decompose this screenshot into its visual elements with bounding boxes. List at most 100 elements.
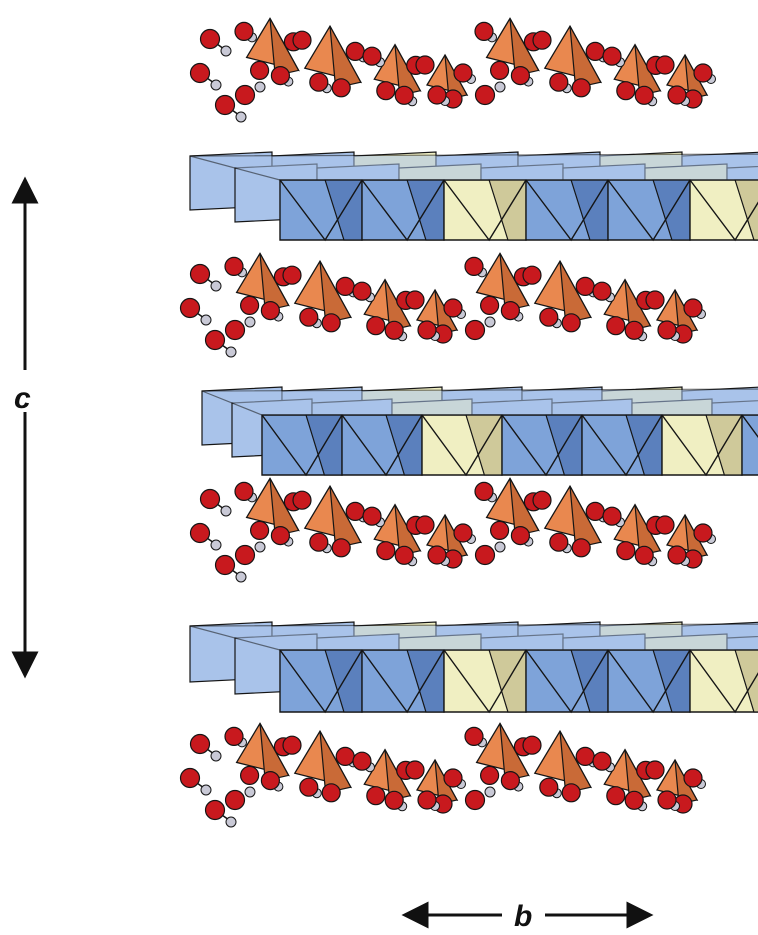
- oxygen-atom: [572, 539, 590, 557]
- oxygen-atom: [336, 277, 354, 295]
- hydrogen-atom: [201, 785, 211, 795]
- oxygen-atom: [501, 302, 519, 320]
- tetrahedron: [235, 478, 302, 546]
- oxygen-atom: [550, 533, 568, 551]
- water-tetrahedra-layer-3: [191, 478, 716, 582]
- oxygen-atom: [191, 64, 210, 83]
- oxygen-atom: [395, 86, 413, 104]
- oxygen-atom: [603, 507, 621, 525]
- hydrogen-atom: [485, 317, 495, 327]
- oxygen-atom: [668, 546, 686, 564]
- oxygen-atom: [646, 761, 664, 779]
- oxygen-atom: [607, 317, 625, 335]
- oxygen-atom: [501, 772, 519, 790]
- octahedral-layer-1: [190, 152, 758, 240]
- oxygen-atom: [562, 784, 580, 802]
- tetrahedron: [416, 55, 476, 108]
- oxygen-atom: [625, 791, 643, 809]
- blue-octahedron: [582, 415, 662, 475]
- oxygen-atom: [322, 784, 340, 802]
- blue-octahedron: [608, 180, 690, 240]
- oxygen-atom: [466, 791, 485, 810]
- oxygen-atom: [395, 546, 413, 564]
- blue-octahedron: [362, 650, 444, 712]
- oxygen-atom: [562, 314, 580, 332]
- tetrahedra-chain: [465, 723, 706, 813]
- tetrahedra-chain: [225, 723, 466, 813]
- tetrahedron: [475, 478, 542, 546]
- hydrogen-atom: [495, 82, 505, 92]
- tetrahedra-chain: [475, 478, 716, 568]
- hydrogen-atom: [245, 317, 255, 327]
- hydrogen-atom: [485, 787, 495, 797]
- oxygen-atom: [271, 67, 289, 85]
- tetrahedron: [656, 515, 716, 568]
- oxygen-atom: [533, 31, 551, 49]
- oxygen-atom: [444, 769, 462, 787]
- oxygen-atom: [572, 79, 590, 97]
- oxygen-atom: [346, 42, 364, 60]
- oxygen-atom: [625, 321, 643, 339]
- oxygen-atom: [261, 302, 279, 320]
- oxygen-atom: [586, 502, 604, 520]
- hydrogen-atom: [245, 787, 255, 797]
- oxygen-atom: [216, 96, 235, 115]
- tetrahedra-chain: [235, 18, 476, 108]
- oxygen-atom: [475, 482, 493, 500]
- water-tetrahedra-layer-4: [181, 723, 706, 827]
- tetrahedron: [603, 45, 665, 106]
- octahedral-layer-2: [202, 387, 758, 475]
- oxygen-atom: [216, 556, 235, 575]
- oxygen-atom: [225, 257, 243, 275]
- water-tetrahedra-layer-2: [181, 253, 706, 357]
- blue-octahedron: [280, 650, 362, 712]
- blue-octahedron: [742, 415, 758, 475]
- hydrogen-atom: [236, 572, 246, 582]
- oxygen-atom: [201, 30, 220, 49]
- oxygen-atom: [511, 67, 529, 85]
- tetrahedron: [225, 253, 292, 321]
- oxygen-atom: [416, 56, 434, 74]
- oxygen-atom: [603, 47, 621, 65]
- oxygen-atom: [523, 266, 541, 284]
- blue-octahedron: [608, 650, 690, 712]
- oxygen-atom: [576, 747, 594, 765]
- tetrahedron: [656, 55, 716, 108]
- oxygen-atom: [607, 787, 625, 805]
- blue-octahedron: [526, 180, 608, 240]
- oxygen-atom: [617, 542, 635, 560]
- hydrogen-atom: [221, 46, 231, 56]
- water-molecule: [181, 299, 212, 326]
- blue-octahedron: [362, 180, 444, 240]
- tetrahedra-chain: [465, 253, 706, 343]
- oxygen-atom: [465, 257, 483, 275]
- oxygen-atom: [181, 299, 200, 318]
- water-tetrahedra-layer-1: [191, 18, 716, 122]
- oxygen-atom: [646, 291, 664, 309]
- oxygen-atom: [428, 86, 446, 104]
- tetrahedron: [646, 760, 706, 813]
- layers-group: [181, 18, 758, 827]
- oxygen-atom: [367, 787, 385, 805]
- water-molecule: [191, 265, 222, 292]
- oxygen-atom: [617, 82, 635, 100]
- tetrahedron: [293, 486, 368, 557]
- tetrahedron: [406, 290, 466, 343]
- oxygen-atom: [235, 22, 253, 40]
- oxygen-atom: [241, 766, 259, 784]
- oxygen-atom: [694, 64, 712, 82]
- tetrahedron: [465, 253, 532, 321]
- yellow-octahedron: [690, 180, 758, 240]
- oxygen-atom: [201, 490, 220, 509]
- oxygen-atom: [322, 314, 340, 332]
- hydrogen-atom: [255, 82, 265, 92]
- oxygen-atom: [684, 769, 702, 787]
- oxygen-atom: [476, 546, 495, 565]
- tetrahedron: [533, 486, 608, 557]
- water-molecule: [201, 30, 232, 57]
- oxygen-atom: [481, 296, 499, 314]
- blue-octahedron: [280, 180, 362, 240]
- oxygen-atom: [191, 265, 210, 284]
- oxygen-atom: [226, 791, 245, 810]
